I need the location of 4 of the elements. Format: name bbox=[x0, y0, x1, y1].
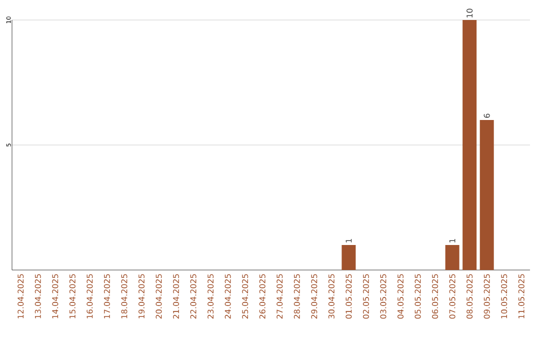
bar bbox=[445, 245, 460, 270]
bar bbox=[342, 245, 356, 270]
bar bbox=[462, 20, 477, 270]
bar bbox=[480, 120, 494, 270]
